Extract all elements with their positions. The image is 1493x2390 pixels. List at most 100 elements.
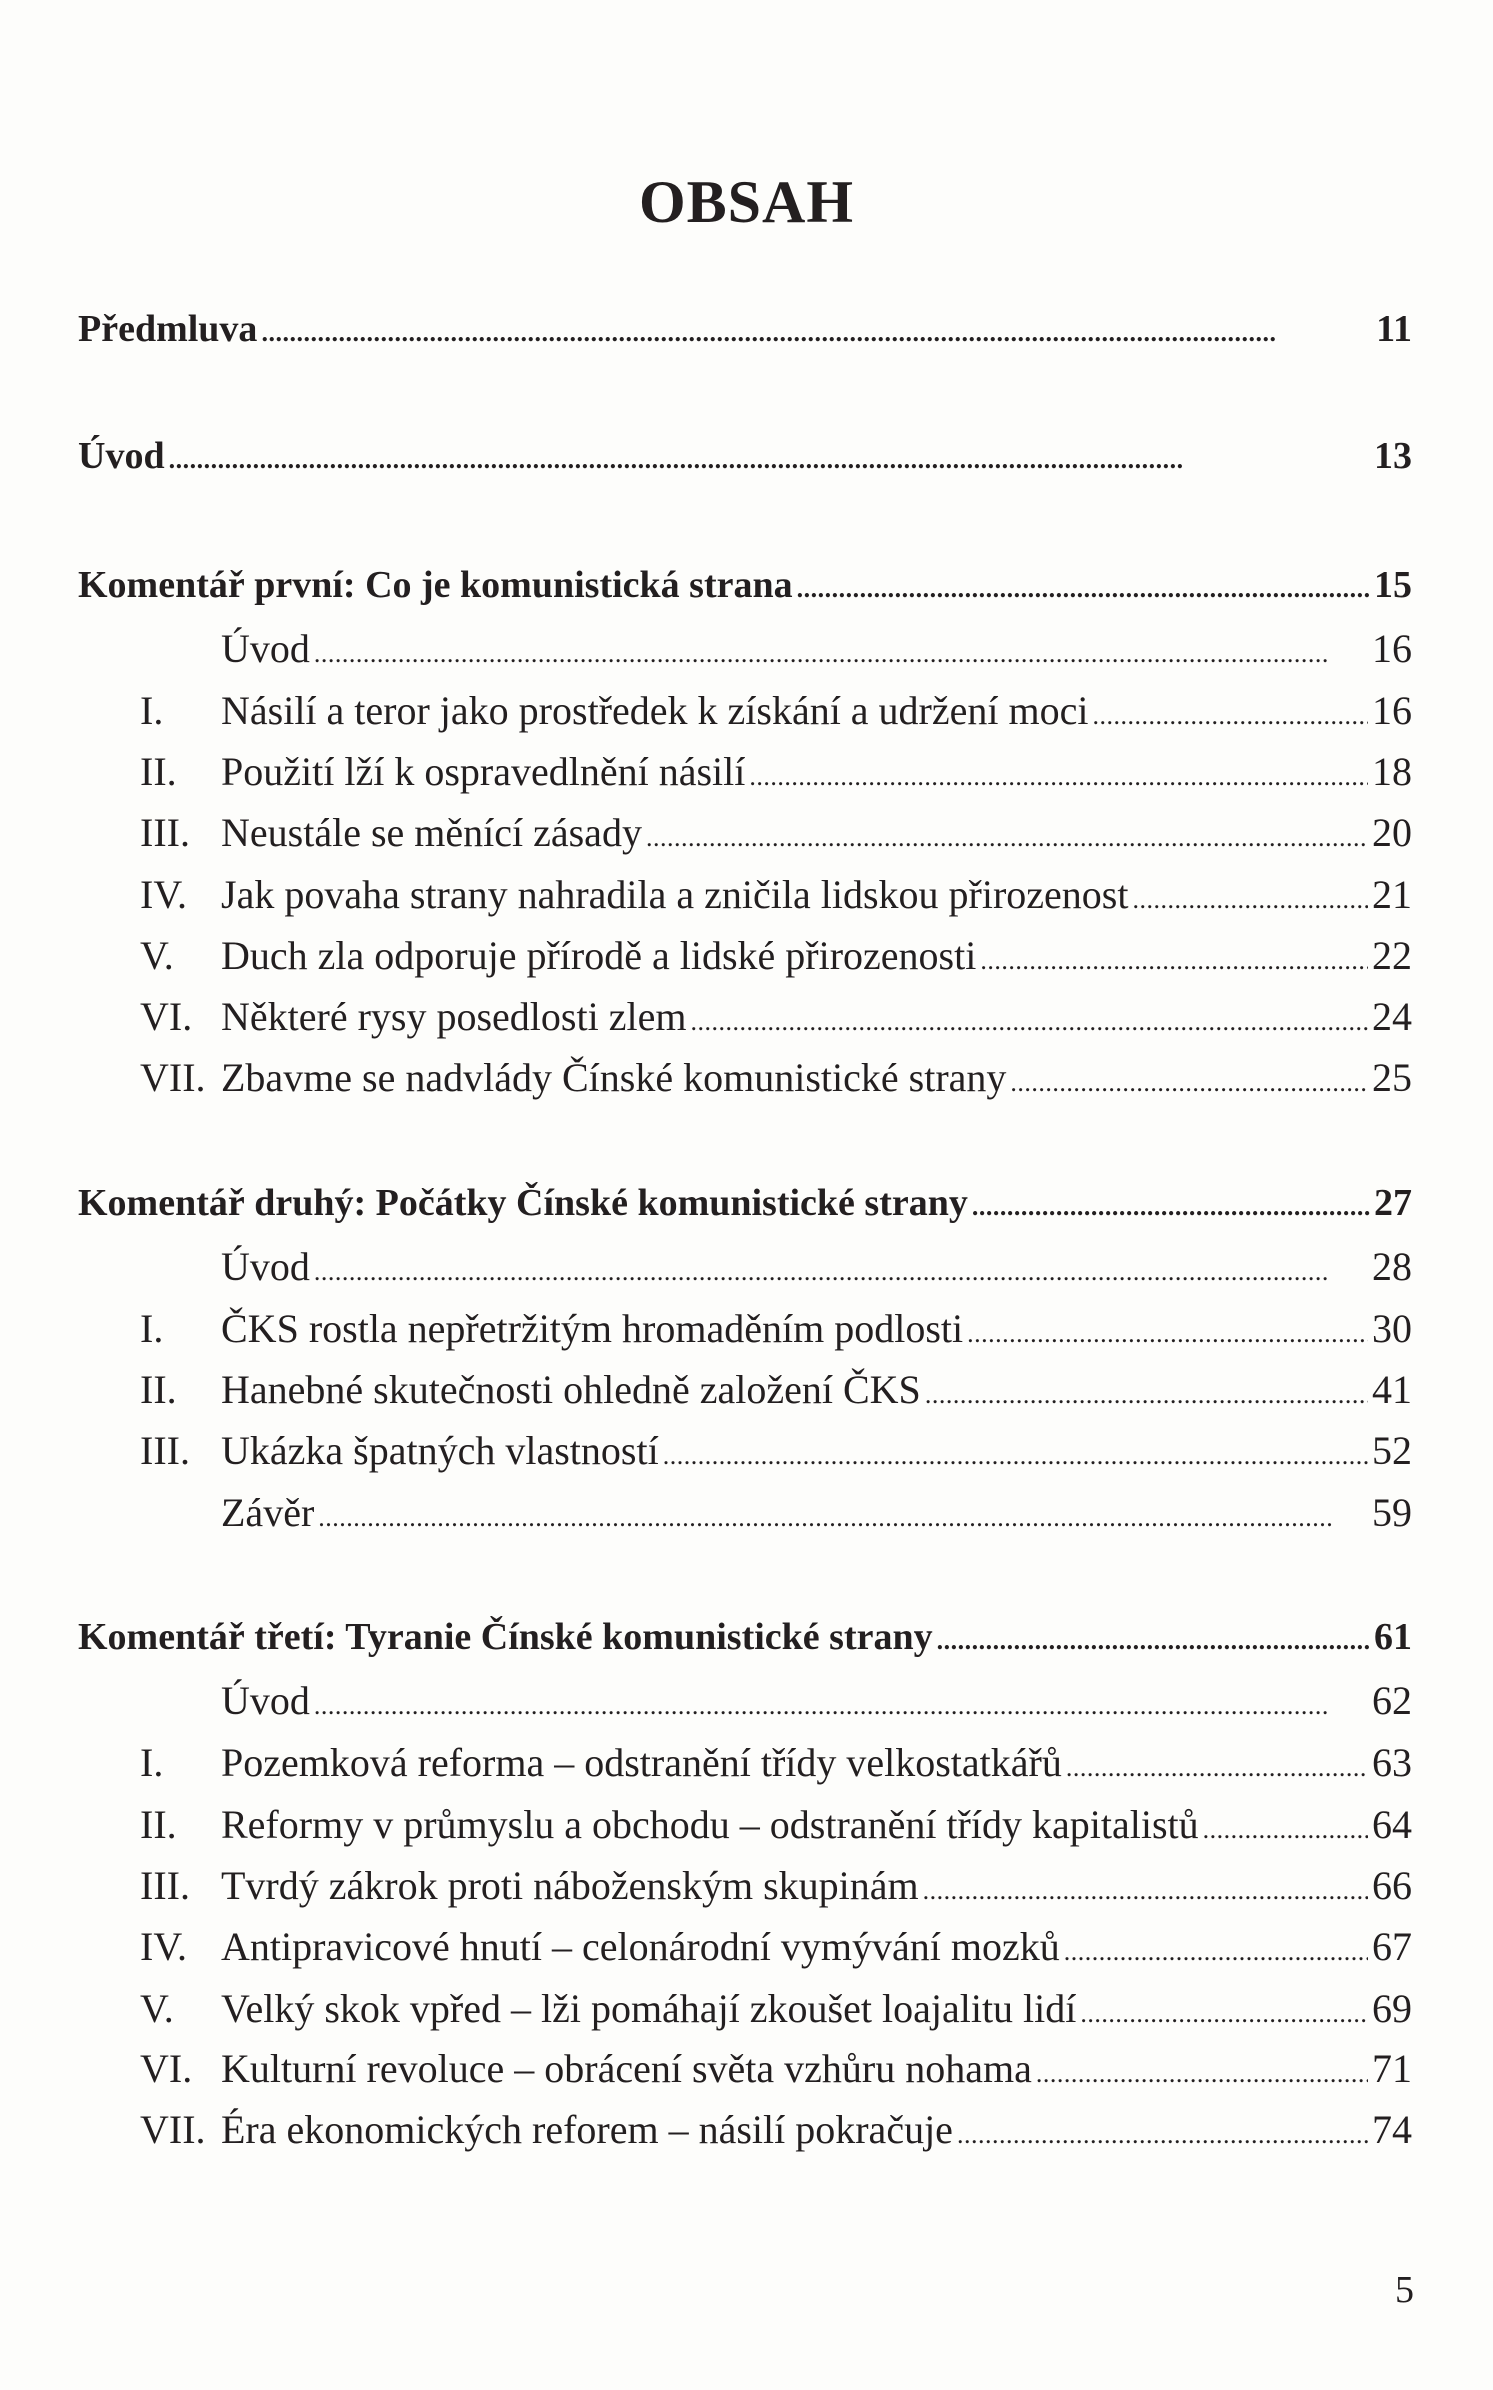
page-title: OBSAH [638,169,855,235]
dot-leader [314,1243,1368,1290]
toc-entry: II. Reformy v průmyslu a obchodu – odstra… [140,1801,1412,1857]
entry-page: 16 [1372,626,1412,671]
dot-leader [749,748,1368,795]
entry-title: Předmluva [78,308,258,350]
dot-leader [967,1305,1368,1352]
entry-title: Úvod [78,435,165,477]
dot-leader [1203,1801,1368,1848]
toc-entry: VII. Zbavme se nadvlády Čínské komunistic… [140,1054,1412,1110]
entry-page: 41 [1372,1367,1412,1412]
toc-entry: Úvod 13 [78,434,1412,490]
dot-leader [1132,871,1368,918]
toc-entry: IV. Jak povaha strany nahradila a zničila… [140,871,1412,927]
entry-title: Reformy v průmyslu a obchodu – odstraněn… [221,1802,1199,1847]
toc-entry: Úvod 16 [140,625,1412,681]
entry-number: V. [140,933,174,978]
entry-number: V. [140,1986,174,2031]
entry-title: Pozemková reforma – odstranění třídy vel… [221,1740,1062,1785]
toc-entry: V. Duch zla odporuje přírodě a lidské při… [140,932,1412,988]
dot-leader [646,809,1368,856]
entry-page: 28 [1372,1244,1412,1289]
entry-title: Kulturní revoluce – obrácení světa vzhůr… [221,2046,1032,2091]
toc-entry: VI. Některé rysy posedlosti zlem 24 [140,993,1412,1049]
entry-title: Komentář druhý: Počátky Čínské komunisti… [78,1182,968,1224]
entry-title: Úvod [221,1678,310,1723]
toc-entry: VII. Éra ekonomických reforem – násilí po… [140,2106,1412,2162]
entry-title: Komentář první: Co je komunistická stran… [78,564,793,606]
entry-number: III. [140,1863,190,1908]
entry-number: VI. [140,2046,193,2091]
entry-page: 69 [1372,1986,1412,2031]
dot-leader [1066,1739,1368,1786]
dot-leader [1092,687,1368,734]
entry-number: II. [140,749,177,794]
entry-page: 71 [1372,2046,1412,2091]
dot-leader [980,932,1368,979]
toc-entry: II. Použití lží k ospravedlnění násilí 18 [140,748,1412,804]
entry-title: Úvod [221,1244,310,1289]
toc-entry: I. Násilí a teror jako prostředek k získá… [140,687,1412,743]
entry-page: 63 [1372,1740,1412,1785]
dot-leader [1010,1054,1368,1101]
dot-leader [261,307,1372,351]
entry-title: Ukázka špatných vlastností [221,1428,659,1473]
entry-page: 20 [1372,810,1412,855]
toc-entry: I. Pozemková reforma – odstranění třídy v… [140,1739,1412,1795]
toc-entry: V. Velký skok vpřed – lži pomáhají zkouše… [140,1985,1412,2041]
toc-entry: III. Neustále se měnící zásady 20 [140,809,1412,865]
entry-title: Antipravicové hnutí – celonárodní vymývá… [221,1924,1060,1969]
toc-entry: Závěr 59 [140,1489,1412,1545]
entry-title: Použití lží k ospravedlnění násilí [221,749,746,794]
entry-number: III. [140,1428,190,1473]
entry-page: 62 [1372,1678,1412,1723]
entry-title: Komentář třetí: Tyranie Čínské komunisti… [78,1616,933,1658]
entry-page: 22 [1372,933,1412,978]
dot-leader [314,1677,1368,1724]
dot-leader [925,1366,1368,1413]
dot-leader [1080,1985,1368,2032]
entry-page: 61 [1374,1616,1412,1658]
toc-entry: Předmluva 11 [78,307,1412,363]
entry-page: 67 [1372,1924,1412,1969]
dot-leader [797,563,1370,607]
entry-title: Éra ekonomických reforem – násilí pokrač… [221,2107,953,2152]
entry-number: I. [140,1740,164,1785]
entry-page: 30 [1372,1306,1412,1351]
entry-title: Hanebné skutečnosti ohledně založení ČKS [221,1367,921,1412]
entry-number: IV. [140,1924,188,1969]
entry-title: Velký skok vpřed – lži pomáhají zkoušet … [221,1986,1077,2031]
entry-page: 13 [1374,435,1412,477]
toc-entry: III. Ukázka špatných vlastností 52 [140,1427,1412,1483]
entry-number: VII. [140,2107,206,2152]
entry-title: Závěr [221,1490,315,1535]
entry-number: VII. [140,1055,206,1100]
entry-page: 11 [1376,308,1412,350]
entry-number: III. [140,810,190,855]
entry-title: Úvod [221,626,310,671]
dot-leader [314,625,1368,672]
toc-entry: IV. Antipravicové hnutí – celonárodní vym… [140,1923,1412,1979]
entry-page: 64 [1372,1802,1412,1847]
dot-leader [1036,2045,1368,2092]
entry-number: I. [140,688,164,733]
dot-leader [957,2106,1368,2153]
entry-number: IV. [140,872,188,917]
entry-page: 25 [1372,1055,1412,1100]
toc-entry: I. ČKS rostla nepřetržitým hromaděním pod… [140,1305,1412,1361]
toc-entry: Komentář druhý: Počátky Čínské komunisti… [78,1181,1412,1237]
entry-page: 52 [1372,1428,1412,1473]
toc-entry: Úvod 28 [140,1243,1412,1299]
toc-entry: III. Tvrdý zákrok proti náboženským skupi… [140,1862,1412,1918]
page-number: 5 [1395,2269,1414,2311]
toc-entry: Úvod 62 [140,1677,1412,1733]
dot-leader [318,1489,1368,1536]
dot-leader [169,434,1370,478]
entry-page: 16 [1372,688,1412,733]
entry-page: 24 [1372,994,1412,1039]
toc-entry: II. Hanebné skutečnosti ohledně založení … [140,1366,1412,1422]
entry-number: I. [140,1306,164,1351]
entry-page: 15 [1374,564,1412,606]
entry-title: ČKS rostla nepřetržitým hromaděním podlo… [221,1306,964,1351]
entry-number: VI. [140,994,193,1039]
toc-entry: Komentář první: Co je komunistická stran… [78,563,1412,619]
